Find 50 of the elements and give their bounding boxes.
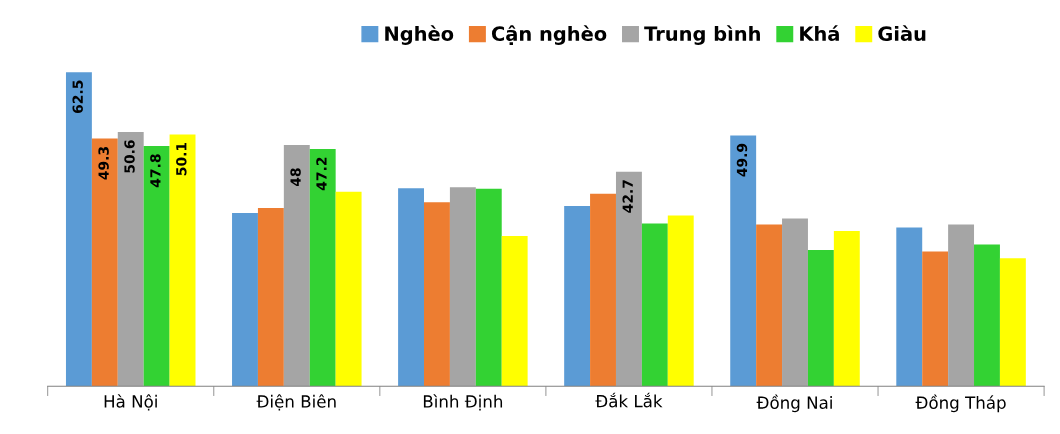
bar bbox=[475, 188, 502, 387]
legend-label: Trung bình bbox=[644, 25, 760, 45]
x-tick-label: Đồng Tháp bbox=[915, 394, 1006, 413]
data-label: 47.2 bbox=[316, 157, 327, 191]
bar bbox=[449, 187, 476, 387]
data-label: 50.1 bbox=[176, 142, 187, 176]
bar bbox=[257, 207, 284, 387]
x-tick-label: Điện Biên bbox=[256, 394, 336, 411]
bar bbox=[283, 145, 310, 387]
bar bbox=[117, 132, 144, 387]
bar bbox=[590, 193, 616, 387]
x-tick-label: Bình Định bbox=[423, 394, 503, 411]
bar bbox=[667, 215, 694, 387]
data-label: 48 bbox=[290, 168, 301, 187]
legend-label: Cận nghèo bbox=[491, 25, 607, 45]
bar bbox=[807, 250, 834, 387]
bar bbox=[335, 191, 362, 387]
bar bbox=[833, 231, 860, 387]
bar bbox=[65, 72, 92, 387]
data-label: 62.5 bbox=[72, 80, 83, 114]
x-tick-label: Đắk Lắk bbox=[595, 392, 663, 408]
bar bbox=[169, 134, 196, 387]
data-label: 49.3 bbox=[98, 147, 109, 180]
x-tick-label: Hà Nội bbox=[104, 394, 157, 411]
bar bbox=[922, 251, 949, 387]
bar bbox=[398, 188, 425, 387]
bar bbox=[501, 236, 528, 387]
bar bbox=[999, 258, 1026, 387]
data-label: 47.8 bbox=[150, 154, 161, 188]
legend-label: Khá bbox=[800, 25, 839, 42]
bar bbox=[143, 146, 170, 387]
data-label: 49.9 bbox=[736, 143, 748, 177]
legend-label: Giàu bbox=[878, 25, 926, 42]
bar bbox=[615, 171, 642, 387]
legend-label: Nghèo bbox=[385, 25, 454, 45]
bar bbox=[309, 149, 336, 387]
bar bbox=[730, 135, 757, 387]
bar bbox=[756, 224, 783, 387]
bar bbox=[232, 212, 258, 387]
bar bbox=[896, 227, 923, 387]
data-label: 50.6 bbox=[124, 140, 135, 173]
data-label: 42.7 bbox=[622, 180, 633, 213]
bar bbox=[564, 205, 591, 387]
bar bbox=[948, 224, 975, 387]
bar bbox=[91, 138, 118, 387]
bar bbox=[974, 244, 1000, 387]
bar bbox=[782, 218, 808, 387]
bar bbox=[641, 223, 668, 387]
bar bbox=[424, 202, 450, 387]
x-tick-label: Đồng Nai bbox=[756, 394, 832, 413]
